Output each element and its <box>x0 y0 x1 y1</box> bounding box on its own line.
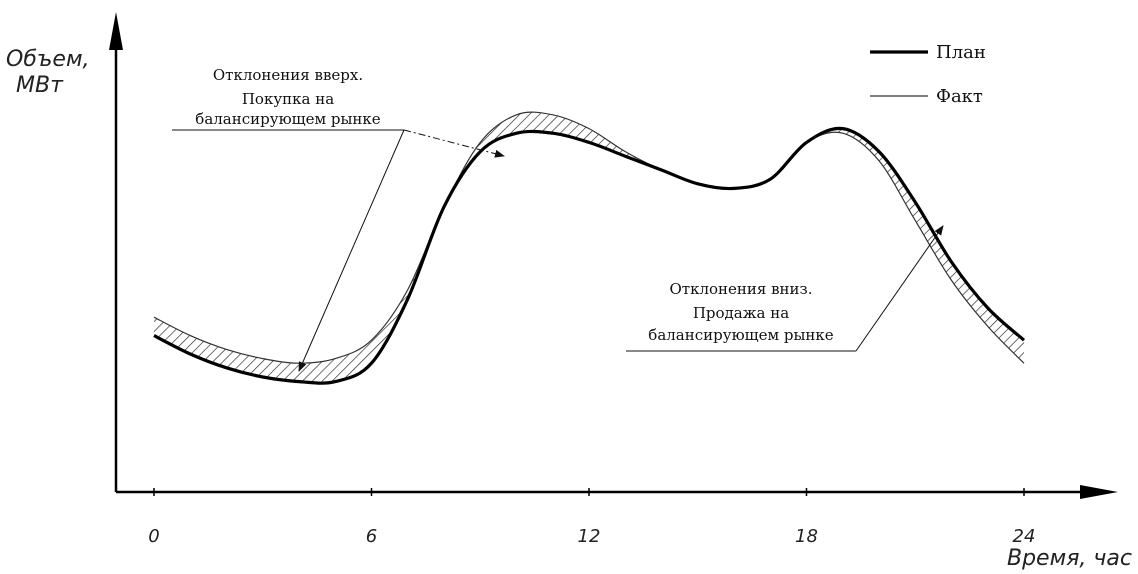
y-axis-label-line1: Объем, <box>6 47 90 72</box>
annotation-down-line3: балансирующем рынке <box>648 326 833 344</box>
y-axis-label-line2: МВт <box>16 73 64 98</box>
y-axis-arrow <box>109 12 123 50</box>
annotation-up-arrow-left <box>298 129 405 372</box>
x-tick-label: 0 <box>148 526 159 547</box>
x-tick-label: 18 <box>795 526 818 547</box>
series-line-fact <box>153 111 1025 364</box>
x-axis-arrow <box>1080 485 1118 499</box>
deviation-bands <box>154 112 1024 384</box>
annotation-up-line1: Отклонения вверх. <box>213 66 363 84</box>
x-ticks: 0 6 12 18 24 <box>148 488 1035 547</box>
annotation-up-line3: балансирующем рынке <box>195 110 380 128</box>
annotation-down-arrow <box>855 225 944 352</box>
annotation-down-line2: Продажа на <box>693 304 789 322</box>
annotation-down-line1: Отклонения вниз. <box>669 280 812 298</box>
x-axis-label: Время, час <box>1007 546 1132 571</box>
x-tick-label: 12 <box>578 526 601 547</box>
x-tick-label: 24 <box>1013 526 1036 547</box>
annotation-up: Отклонения вверх. Покупка на балансирующ… <box>172 66 505 372</box>
legend: План Факт <box>870 42 986 107</box>
series-line-plan <box>153 126 1026 385</box>
legend-label-fact: Факт <box>936 86 983 107</box>
x-tick-label: 6 <box>366 526 377 547</box>
deviation-band <box>154 112 1024 384</box>
annotation-up-arrow-right <box>403 129 505 158</box>
legend-label-plan: План <box>936 42 986 63</box>
annotation-up-line2: Покупка на <box>242 90 334 108</box>
annotation-down: Отклонения вниз. Продажа на балансирующе… <box>626 225 944 352</box>
